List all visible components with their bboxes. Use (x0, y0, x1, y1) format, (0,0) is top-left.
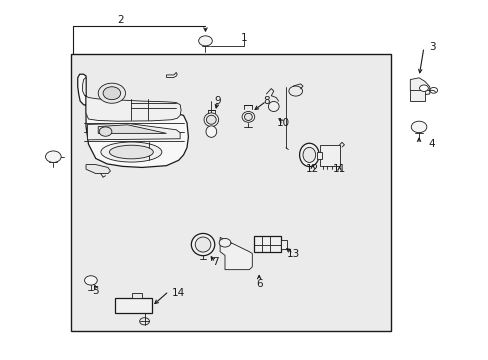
Ellipse shape (205, 126, 216, 137)
Text: 8: 8 (263, 96, 269, 106)
Text: 4: 4 (428, 139, 435, 149)
Ellipse shape (195, 237, 210, 252)
Text: 6: 6 (255, 279, 262, 289)
Polygon shape (166, 72, 177, 77)
Polygon shape (82, 77, 181, 121)
Circle shape (103, 87, 121, 100)
Circle shape (98, 83, 125, 103)
Bar (132, 293, 142, 298)
Polygon shape (98, 125, 166, 134)
Ellipse shape (242, 112, 254, 122)
Text: 5: 5 (92, 286, 99, 296)
Ellipse shape (101, 142, 162, 162)
Bar (115, 298, 152, 314)
Ellipse shape (299, 143, 319, 167)
Circle shape (198, 36, 212, 46)
Ellipse shape (191, 233, 214, 256)
Text: 9: 9 (214, 96, 221, 106)
Bar (320, 145, 339, 166)
Polygon shape (220, 237, 252, 270)
Ellipse shape (203, 113, 218, 127)
Text: 3: 3 (428, 42, 435, 52)
Bar (409, 90, 424, 101)
Text: 10: 10 (276, 118, 289, 128)
Text: 7: 7 (211, 257, 218, 267)
Circle shape (219, 238, 230, 247)
Polygon shape (78, 74, 188, 167)
Polygon shape (87, 123, 180, 140)
Circle shape (84, 276, 97, 285)
Circle shape (410, 121, 426, 133)
Text: 11: 11 (332, 164, 346, 174)
Ellipse shape (268, 102, 279, 112)
Text: 12: 12 (305, 164, 319, 174)
Circle shape (419, 85, 427, 91)
Text: 13: 13 (286, 248, 299, 258)
Text: 2: 2 (117, 15, 123, 26)
Ellipse shape (303, 147, 315, 162)
Circle shape (99, 127, 112, 136)
Polygon shape (409, 78, 429, 95)
Text: 1: 1 (241, 33, 247, 43)
Ellipse shape (244, 113, 252, 121)
Circle shape (45, 151, 61, 162)
Ellipse shape (109, 145, 153, 159)
Bar (254, 235, 281, 252)
Bar (316, 152, 321, 159)
Ellipse shape (206, 115, 216, 124)
Text: 14: 14 (172, 288, 185, 298)
Polygon shape (86, 165, 110, 174)
Bar (281, 240, 286, 249)
Bar (71, 54, 390, 330)
